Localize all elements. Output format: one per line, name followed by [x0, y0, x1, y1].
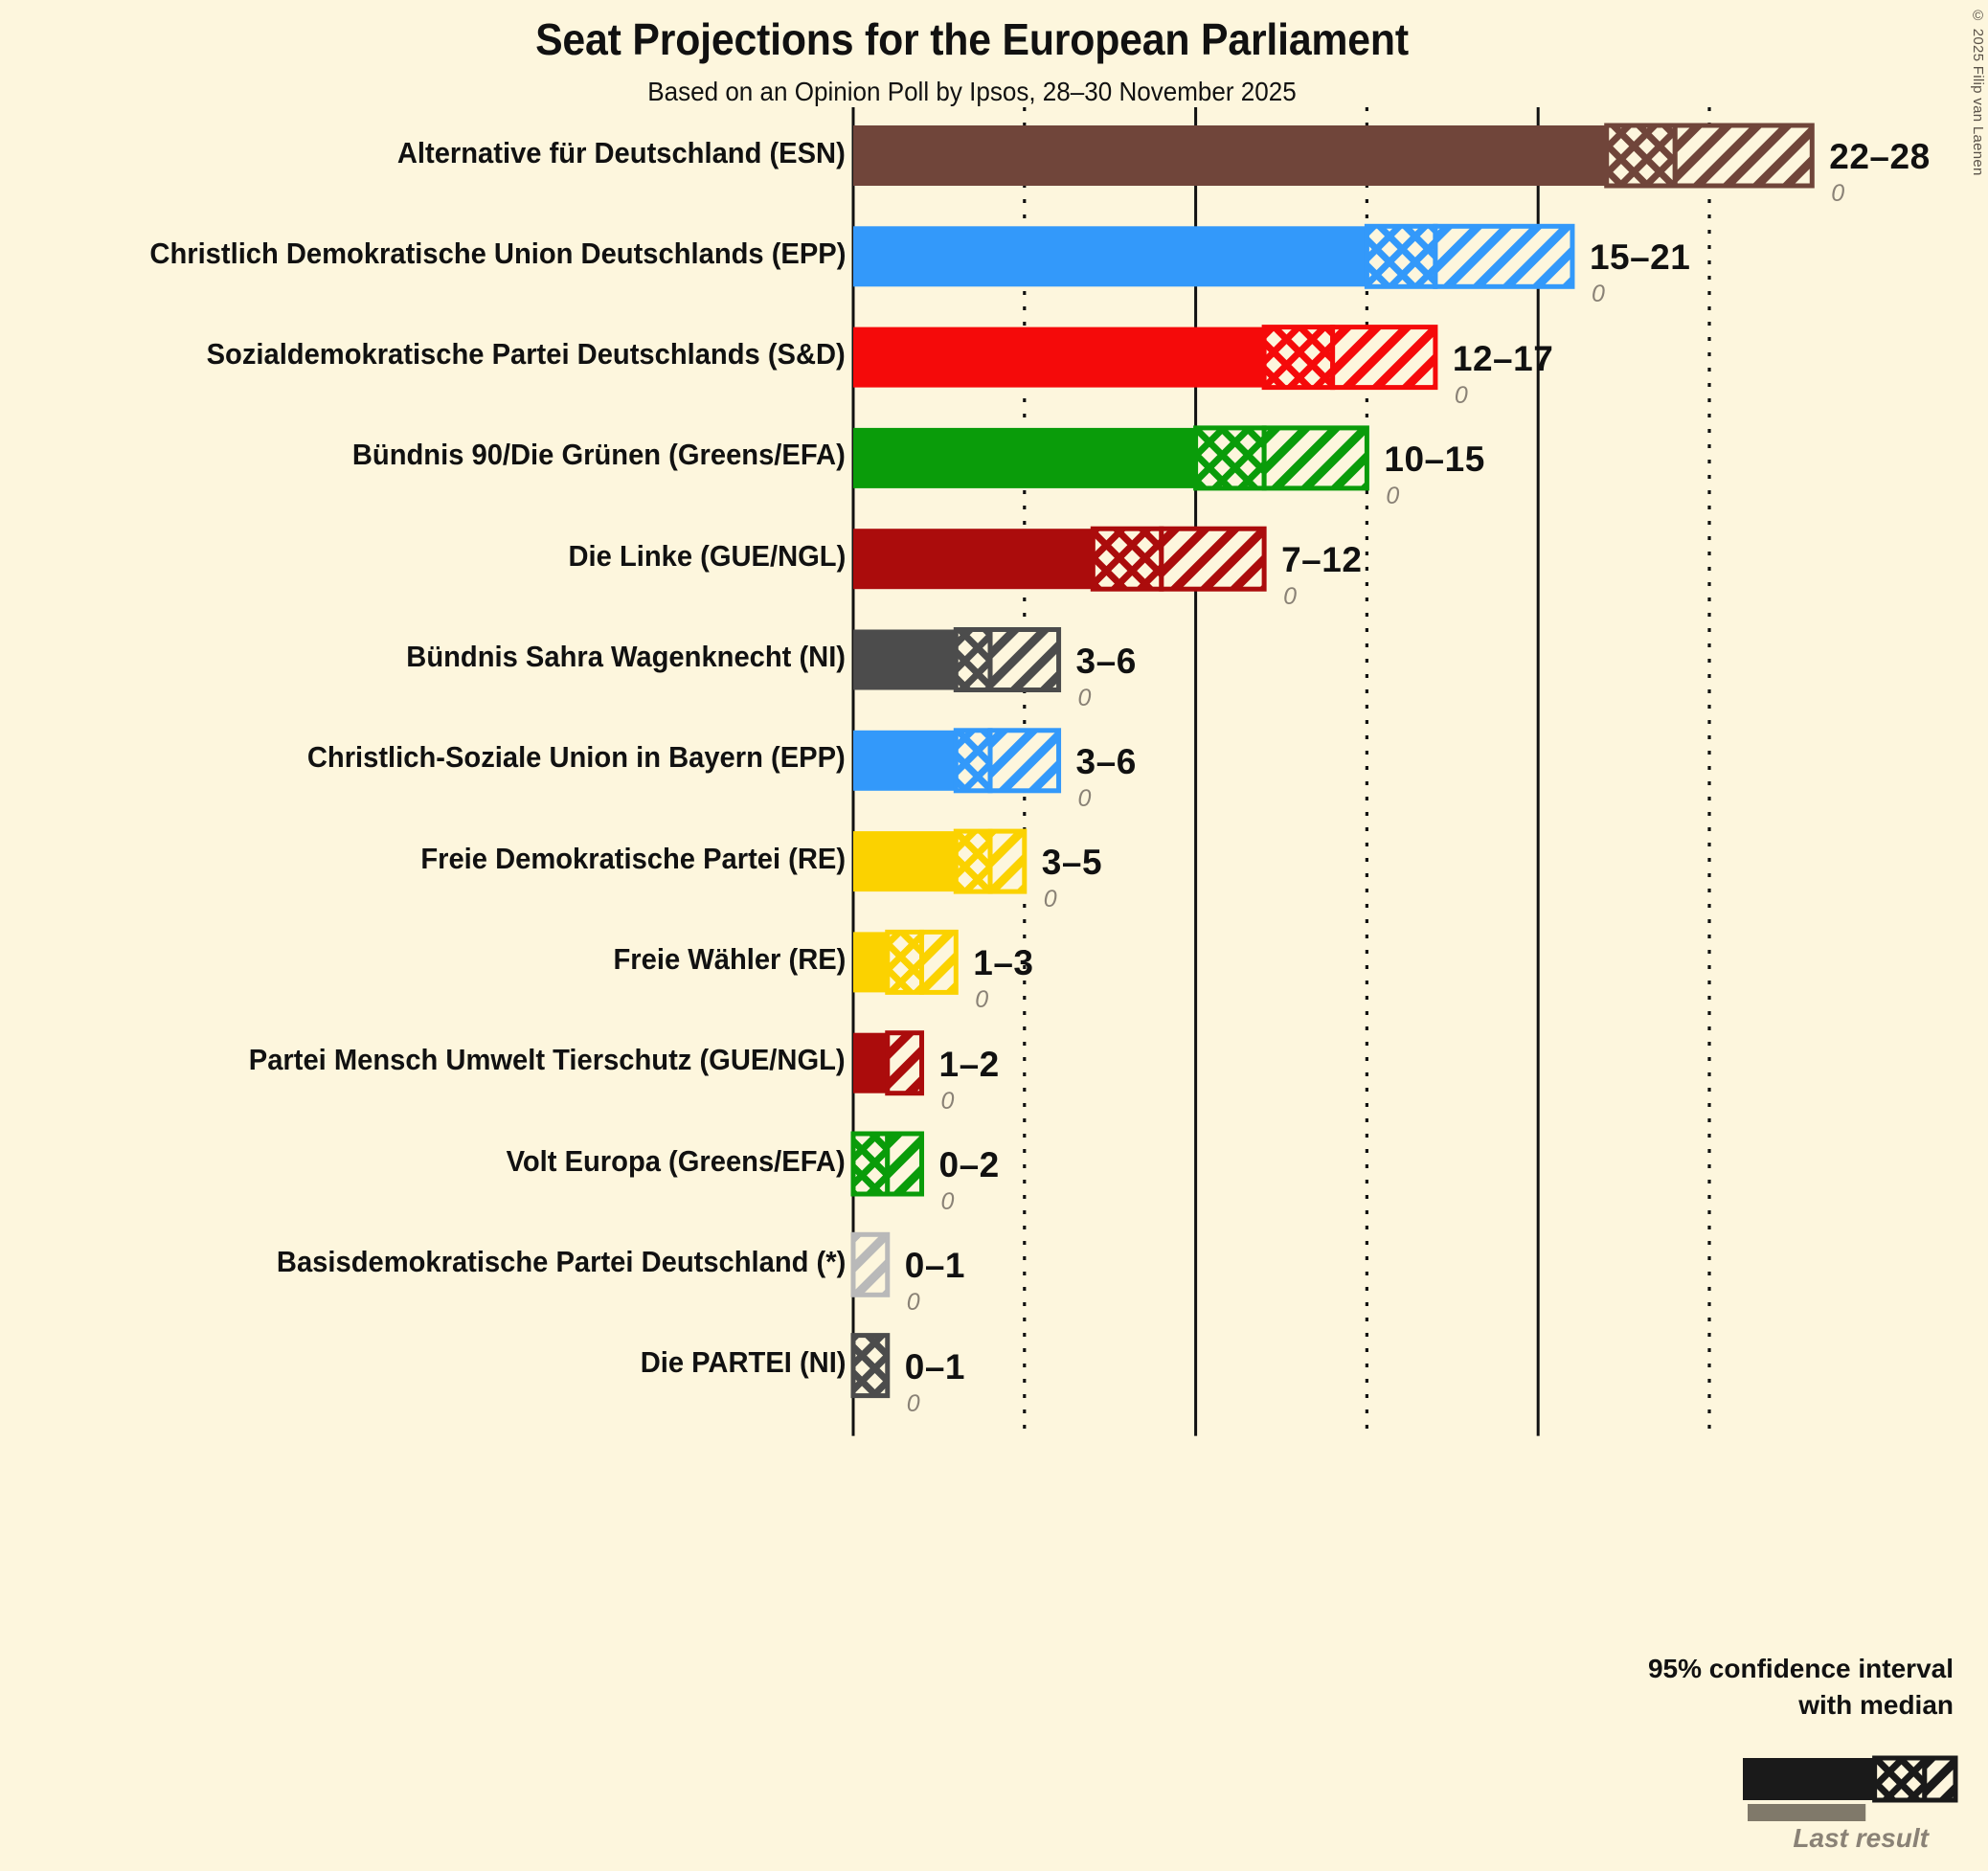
bar-segment-upper-stripe — [1261, 425, 1369, 491]
bar-segment-solid — [853, 629, 957, 690]
bar-segment-upper-stripe — [885, 1131, 925, 1197]
last-result-value: 0 — [975, 986, 989, 1014]
bar-segment-upper-stripe — [987, 728, 1062, 794]
bar-segment-solid — [853, 1032, 888, 1093]
seat-range-value: 1–2 — [938, 1044, 1000, 1084]
party-label: Partei Mensch Umwelt Tierschutz (GUE/NGL… — [249, 1043, 846, 1077]
bar-segment-median-crosshatch — [953, 828, 993, 894]
legend-title-line1: 95% confidence interval — [1647, 1654, 1954, 1683]
party-label: Sozialdemokratische Partei Deutschlands … — [206, 337, 846, 372]
bar-segment-median-crosshatch — [953, 728, 993, 794]
bar-segment-upper-stripe — [885, 1030, 925, 1096]
seat-range-value: 10–15 — [1384, 439, 1485, 479]
legend-crosshatch-segment — [1872, 1755, 1928, 1803]
bar-segment-solid — [853, 125, 1607, 186]
bar-group — [850, 1231, 891, 1297]
seat-range-value: 3–5 — [1041, 843, 1103, 883]
seat-range-value: 12–17 — [1452, 338, 1554, 378]
seat-range-value: 7–12 — [1281, 540, 1363, 580]
bar-segment-median-crosshatch — [850, 1131, 891, 1197]
last-result-value: 0 — [940, 1087, 955, 1115]
bar-group — [853, 425, 1369, 491]
legend-solid-segment — [1743, 1758, 1875, 1800]
bar-segment-median-crosshatch — [850, 1333, 891, 1399]
party-label: Alternative für Deutschland (ESN) — [397, 135, 846, 169]
last-result-value: 0 — [940, 1188, 955, 1215]
seat-range-value: 3–6 — [1075, 641, 1137, 681]
bar-segment-upper-stripe — [987, 627, 1062, 692]
bar-group — [850, 1131, 925, 1197]
last-result-value: 0 — [1077, 684, 1092, 711]
seat-range-value: 0–1 — [904, 1246, 965, 1286]
party-label: Volt Europa (Greens/EFA) — [506, 1143, 846, 1178]
bar-segment-median-crosshatch — [1090, 526, 1164, 592]
party-label: Freie Demokratische Partei (RE) — [420, 841, 846, 875]
last-result-value: 0 — [1454, 381, 1468, 409]
bar-segment-median-crosshatch — [1364, 223, 1438, 289]
chart-subtitle: Based on an Opinion Poll by Ipsos, 28–30… — [647, 77, 1297, 106]
bar-segment-upper-stripe — [919, 929, 959, 995]
bar-segment-upper-stripe — [1159, 526, 1267, 592]
bar-segment-upper-stripe — [987, 828, 1028, 894]
bar-segment-solid — [853, 327, 1265, 388]
bar-segment-upper-stripe — [1433, 223, 1575, 289]
copyright-notice: © 2025 Filip van Laenen — [1970, 8, 1986, 176]
seat-range-value: 1–3 — [973, 943, 1034, 983]
bar-segment-solid — [853, 831, 957, 892]
bar-segment-solid — [853, 529, 1094, 590]
party-label: Die Linke (GUE/NGL) — [568, 538, 846, 573]
party-label: Bündnis 90/Die Grünen (Greens/EFA) — [352, 438, 846, 472]
seat-range-value: 0–2 — [938, 1145, 1000, 1184]
bar-segment-upper-stripe — [1672, 123, 1815, 189]
bar-segment-solid — [853, 226, 1367, 287]
last-result-value: 0 — [1043, 886, 1057, 913]
party-label: Die PARTEI (NI) — [640, 1345, 846, 1380]
bar-group — [853, 223, 1575, 289]
last-result-value: 0 — [1283, 583, 1298, 611]
seat-range-value: 0–1 — [904, 1346, 965, 1386]
bar-segment-solid — [853, 427, 1196, 488]
last-result-value: 0 — [1591, 281, 1605, 308]
bar-segment-solid — [853, 730, 957, 791]
last-result-value: 0 — [906, 1389, 920, 1417]
legend-sample — [1743, 1755, 1958, 1821]
last-result-value: 0 — [1077, 784, 1092, 812]
bar-segment-median-crosshatch — [1261, 325, 1336, 391]
last-result-value: 0 — [1386, 482, 1400, 509]
last-result-value: 0 — [906, 1289, 920, 1317]
bar-segment-median-crosshatch — [1604, 123, 1678, 189]
legend-last-result-bar — [1748, 1804, 1866, 1821]
bar-group — [853, 828, 1028, 894]
seat-range-value: 3–6 — [1075, 741, 1137, 781]
bar-group — [853, 929, 959, 995]
legend-last-result-label: Last result — [1793, 1823, 1929, 1853]
bar-segment-upper-stripe — [1330, 325, 1438, 391]
bar-segment-median-crosshatch — [1193, 425, 1267, 491]
page-title: Seat Projections for the European Parlia… — [535, 14, 1409, 64]
party-label: Christlich Demokratische Union Deutschla… — [148, 236, 846, 270]
legend-stripe-segment — [1922, 1755, 1958, 1803]
bar-group — [850, 1333, 891, 1399]
party-label: Christlich-Soziale Union in Bayern (EPP) — [307, 740, 846, 775]
bar-segment-median-crosshatch — [885, 929, 925, 995]
seat-range-value: 15–21 — [1589, 237, 1691, 278]
bar-segment-solid — [853, 932, 888, 993]
last-result-value: 0 — [1831, 180, 1845, 207]
party-label: Basisdemokratische Partei Deutschland (*… — [276, 1244, 846, 1278]
bar-group — [853, 123, 1815, 189]
party-label: Freie Wähler (RE) — [613, 941, 846, 976]
bar-group — [853, 526, 1267, 592]
bar-segment-median-crosshatch — [953, 627, 993, 692]
bar-group — [853, 627, 1062, 692]
seat-range-value: 22–28 — [1829, 137, 1931, 176]
bar-group — [853, 728, 1062, 794]
bar-group — [853, 1030, 925, 1096]
legend-title-line2: with median — [1798, 1690, 1954, 1720]
bar-segment-upper-stripe — [850, 1231, 891, 1297]
party-label: Bündnis Sahra Wagenknecht (NI) — [406, 640, 846, 673]
bar-group — [853, 325, 1438, 391]
